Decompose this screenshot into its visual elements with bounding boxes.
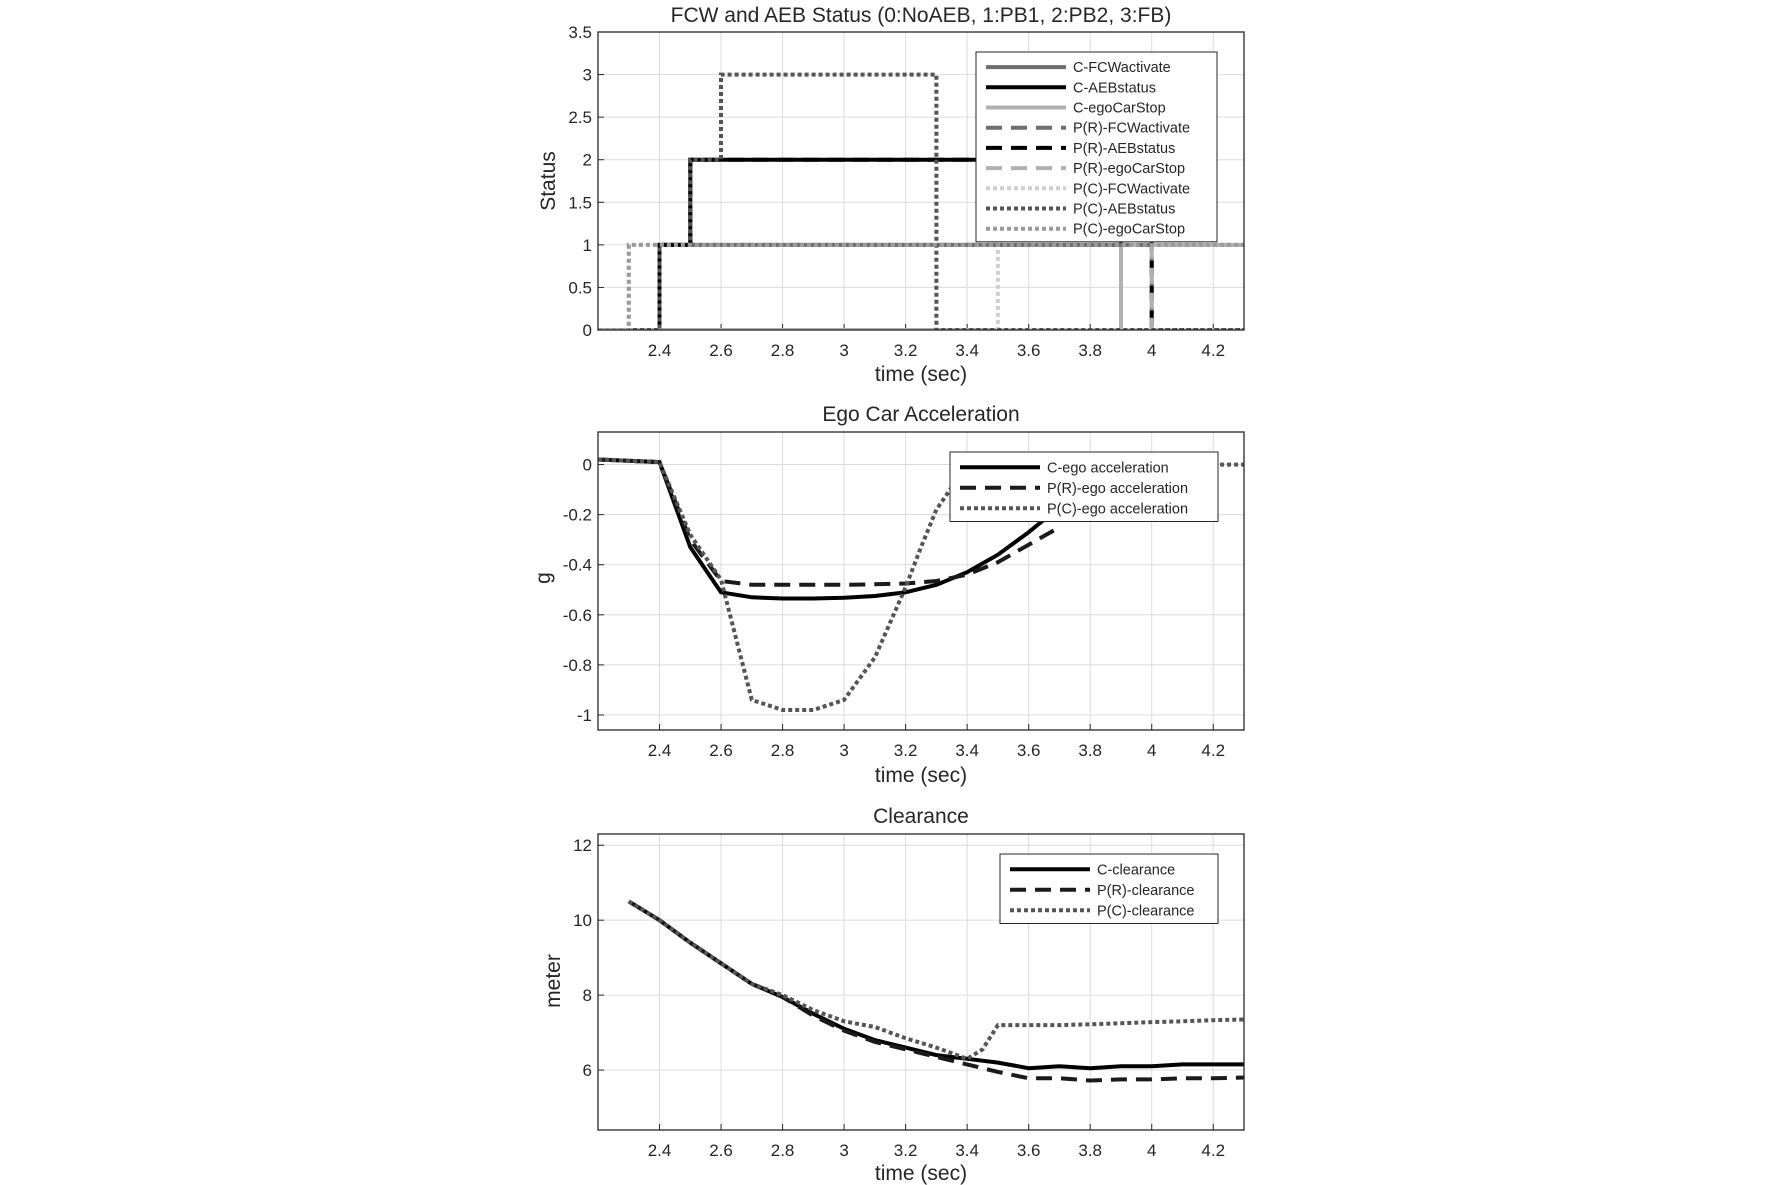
y-tick-label: -0.6 <box>563 606 592 625</box>
x-tick-label: 2.8 <box>771 1141 795 1160</box>
x-tick-label: 4 <box>1147 341 1156 360</box>
x-axis-label: time (sec) <box>875 363 967 386</box>
y-tick-label: 1.5 <box>568 193 592 212</box>
y-tick-label: 3 <box>583 66 592 85</box>
y-tick-label: -0.8 <box>563 656 592 675</box>
series-line-c-egocarstop <box>598 242 1244 330</box>
y-tick-label: 0.5 <box>568 278 592 297</box>
series-line-p-r-egocarstop <box>598 242 1244 330</box>
x-tick-label: 2.4 <box>648 1141 672 1160</box>
legend-label: P(C)-FCWactivate <box>1073 181 1190 197</box>
x-tick-label: 3.2 <box>894 741 918 760</box>
x-tick-label: 3 <box>839 1141 848 1160</box>
series-line-c-clearance <box>627 899 1244 1071</box>
x-tick-label: 2.4 <box>648 741 672 760</box>
legend-label: P(C)-clearance <box>1097 903 1195 919</box>
legend-label: P(R)-clearance <box>1097 883 1195 899</box>
x-tick-label: 3.8 <box>1078 741 1102 760</box>
x-tick-label: 2.6 <box>709 1141 733 1160</box>
x-tick-label: 2.8 <box>771 741 795 760</box>
series-lines <box>627 899 1244 1083</box>
x-tick-label: 4 <box>1147 741 1156 760</box>
legend-label: P(R)-ego acceleration <box>1047 481 1188 497</box>
y-tick-label: 2.5 <box>568 108 592 127</box>
series-line-p-c-aebstatus <box>598 72 1244 330</box>
legend-label: P(R)-egoCarStop <box>1073 161 1185 177</box>
x-tick-label: 3.4 <box>955 341 979 360</box>
panel-ego-acceleration: 2.4 2.6 2.8 3 3.2 3.4 3.6 3.8 4 4.2 0 -0.2 -0.4 -0.6 -… <box>532 403 1245 787</box>
legend-label: P(C)-ego acceleration <box>1047 501 1188 517</box>
legend-label: C-egoCarStop <box>1073 101 1166 117</box>
x-tick-label: 3.8 <box>1078 341 1102 360</box>
y-tick-label: 2 <box>583 151 592 170</box>
x-tick-label: 4.2 <box>1201 341 1225 360</box>
legend-label: C-clearance <box>1097 862 1175 878</box>
series-line-p-r-clearance <box>627 899 1244 1083</box>
series-lines <box>598 72 1244 330</box>
y-tick-label: -0.2 <box>563 506 592 525</box>
legend: C-FCWactivate C-AEBstatus C-egoCarStop P(R)… <box>975 51 1218 243</box>
x-tick-label: 3.4 <box>955 1141 979 1160</box>
tick-labels: 2.4 2.6 2.8 3 3.2 3.4 3.6 3.8 4 4.2 0 -0.2 -0.4 -0.6 -… <box>563 456 1225 760</box>
x-tick-label: 3.6 <box>1017 1141 1041 1160</box>
series-line-p-r-ego-acceleration <box>598 457 1061 587</box>
y-tick-label: 0 <box>583 456 592 475</box>
chart-title: Ego Car Acceleration <box>822 403 1019 426</box>
legend-label: P(R)-FCWactivate <box>1073 121 1190 137</box>
x-tick-label: 4.2 <box>1201 741 1225 760</box>
x-tick-label: 3.2 <box>894 341 918 360</box>
x-tick-label: 2.4 <box>648 341 672 360</box>
x-tick-label: 3.2 <box>894 1141 918 1160</box>
series-line-p-c-egocarstop <box>598 242 1244 330</box>
x-tick-label: 2.6 <box>709 741 733 760</box>
x-tick-label: 3.6 <box>1017 741 1041 760</box>
y-tick-label: 0 <box>583 321 592 340</box>
legend-label: C-FCWactivate <box>1073 60 1171 76</box>
y-tick-label: 10 <box>573 911 592 930</box>
x-axis-label: time (sec) <box>875 764 967 787</box>
x-tick-label: 3 <box>839 741 848 760</box>
y-tick-label: 1 <box>583 236 592 255</box>
y-axis-label: Status <box>537 151 560 211</box>
legend-label: C-ego acceleration <box>1047 460 1169 476</box>
y-axis-label: meter <box>542 954 565 1008</box>
series-lines <box>598 457 1244 712</box>
y-tick-label: 12 <box>573 836 592 855</box>
series-line-c-ego-acceleration <box>598 457 1061 601</box>
x-tick-label: 4.2 <box>1201 1141 1225 1160</box>
chart-title: FCW and AEB Status (0:NoAEB, 1:PB1, 2:PB… <box>671 4 1172 27</box>
y-axis-label: g <box>532 572 555 584</box>
legend-label: P(R)-AEBstatus <box>1073 141 1175 157</box>
legend-label: P(C)-AEBstatus <box>1073 202 1175 218</box>
x-tick-label: 3.6 <box>1017 341 1041 360</box>
y-tick-label: 6 <box>583 1061 592 1080</box>
panel-fcw-aeb-status: 2.4 2.6 2.8 3 3.2 3.4 3.6 3.8 4 4.2 0 0.5 1 1.5 2 2.5 3 3… <box>537 4 1245 386</box>
legend: C-ego acceleration P(R)-ego acceleration P… <box>949 451 1219 522</box>
x-tick-label: 3 <box>839 341 848 360</box>
legend: C-clearance P(R)-clearance P(C)-clearance <box>999 853 1219 924</box>
legend-label: P(C)-egoCarStop <box>1073 222 1185 238</box>
x-tick-label: 2.8 <box>771 341 795 360</box>
chart-title: Clearance <box>873 805 969 828</box>
y-tick-label: 3.5 <box>568 23 592 42</box>
axes-box <box>597 833 1245 1131</box>
x-tick-label: 2.6 <box>709 341 733 360</box>
axes-box <box>597 431 1245 731</box>
y-tick-label: -1 <box>577 706 592 725</box>
y-tick-label: -0.4 <box>563 556 592 575</box>
legend-label: C-AEBstatus <box>1073 80 1156 96</box>
y-tick-label: 8 <box>583 986 592 1005</box>
series-line-p-c-clearance <box>627 899 1244 1062</box>
tick-labels: 2.4 2.6 2.8 3 3.2 3.4 3.6 3.8 4 4.2 12 10 8 6 <box>573 836 1225 1160</box>
x-tick-label: 3.4 <box>955 741 979 760</box>
tick-labels: 2.4 2.6 2.8 3 3.2 3.4 3.6 3.8 4 4.2 0 0.5 1 1.5 2 2.5 3 3… <box>568 23 1225 360</box>
x-tick-label: 4 <box>1147 1141 1156 1160</box>
x-tick-label: 3.8 <box>1078 1141 1102 1160</box>
x-axis-label: time (sec) <box>875 1162 967 1185</box>
panel-clearance: 2.4 2.6 2.8 3 3.2 3.4 3.6 3.8 4 4.2 12 10 8 6 Clearan… <box>542 805 1245 1185</box>
axes-box <box>597 31 1245 331</box>
